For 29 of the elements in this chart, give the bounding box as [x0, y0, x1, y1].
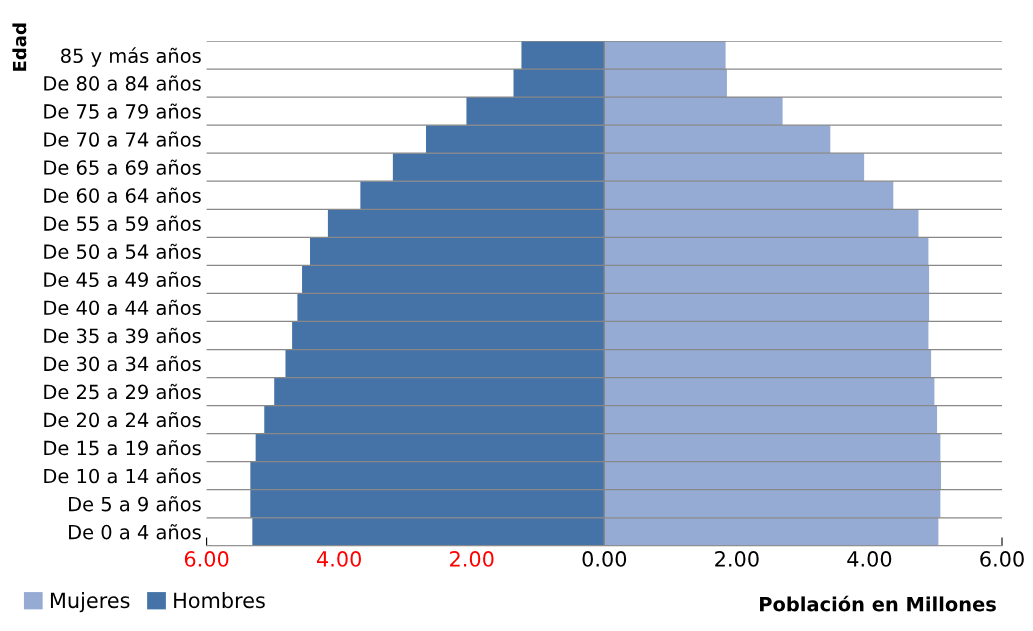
y-tick-label: 85 y más años: [61, 47, 201, 67]
y-tick-label: De 55 a 59 años: [44, 215, 201, 231]
y-tick-label: De 0 a 4 años: [69, 524, 201, 540]
x-tick-label: 4.00: [316, 551, 361, 567]
y-tick-label: De 50 a 54 años: [44, 243, 201, 260]
x-tick-label: 4.00: [847, 551, 892, 567]
y-tick-label: De 35 a 39 años: [44, 327, 201, 344]
y-tick-label: De 20 a 24 años: [44, 411, 201, 428]
x-axis-title: Población en Millones: [760, 595, 996, 612]
legend-label: Hombres: [174, 592, 265, 609]
y-tick-label: De 60 a 64 años: [44, 187, 201, 203]
y-tick-label: De 45 a 49 años: [44, 271, 201, 288]
y-tick-label: De 40 a 44 años: [44, 299, 201, 316]
x-tick-label: 2.00: [715, 551, 759, 567]
legend-label: Mujeres: [50, 592, 130, 613]
x-tick-label: 6.00: [980, 551, 1024, 567]
x-tick-label: 2.00: [450, 551, 494, 567]
x-tick-label: 6.00: [184, 551, 229, 567]
y-tick-label: De 25 a 29 años: [44, 383, 201, 400]
y-tick-label: De 30 a 34 años: [44, 355, 201, 372]
y-tick-label: De 5 a 9 años: [69, 496, 201, 512]
x-tick-label: 0.00: [582, 551, 627, 567]
y-tick-label: De 65 a 69 años: [44, 159, 201, 175]
y-tick-label: De 75 a 79 años: [44, 103, 201, 119]
y-tick-label: De 10 a 14 años: [44, 467, 201, 484]
y-tick-label: De 70 a 74 años: [44, 131, 201, 147]
y-tick-label: De 80 a 84 años: [44, 75, 201, 91]
y-axis-title: Edad: [12, 23, 27, 71]
y-tick-label: De 15 a 19 años: [44, 439, 201, 456]
